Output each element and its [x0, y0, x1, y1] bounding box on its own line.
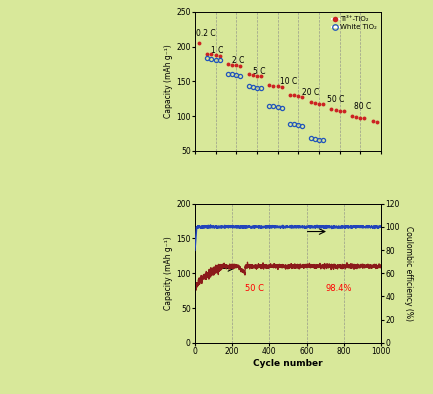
Text: 10 C: 10 C — [280, 77, 297, 86]
Text: 50 C: 50 C — [245, 284, 264, 293]
Text: 5 C: 5 C — [253, 67, 265, 76]
Text: 50 C: 50 C — [327, 95, 345, 104]
Text: 2 C: 2 C — [232, 56, 245, 65]
Y-axis label: Capacity (mAh g⁻¹): Capacity (mAh g⁻¹) — [165, 236, 173, 310]
Text: 20 C: 20 C — [302, 87, 320, 97]
Legend: Ti³⁺-TiO₂, White TiO₂: Ti³⁺-TiO₂, White TiO₂ — [331, 15, 378, 31]
Text: 98.4%: 98.4% — [325, 284, 352, 293]
Y-axis label: Capacity (mAh g⁻¹): Capacity (mAh g⁻¹) — [165, 45, 173, 118]
Text: 80 C: 80 C — [354, 102, 372, 111]
Text: 1 C: 1 C — [211, 46, 224, 55]
Y-axis label: Coulombic efficiency (%): Coulombic efficiency (%) — [404, 226, 413, 321]
Text: 0.2 C: 0.2 C — [196, 29, 216, 38]
X-axis label: Cycle number: Cycle number — [253, 359, 323, 368]
